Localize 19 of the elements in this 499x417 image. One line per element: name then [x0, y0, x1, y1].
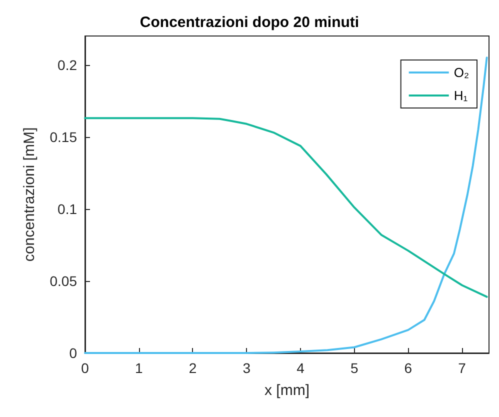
y-tick-label: 0.2: [58, 56, 78, 73]
line-series: [84, 117, 488, 298]
y-tick-label: 0: [69, 345, 78, 361]
legend-label: H₁: [454, 88, 468, 103]
x-tick-label: 6: [404, 360, 412, 376]
x-tick-label: 5: [350, 360, 358, 376]
y-tick-label: 0.15: [50, 128, 78, 145]
x-tick-label: 7: [458, 360, 466, 376]
x-tick-label: 2: [188, 360, 197, 376]
y-axis-title: concentrazioni [mM]: [21, 127, 38, 262]
x-tick-label: 0: [81, 360, 90, 376]
legend-label: O₂: [454, 65, 470, 80]
y-tick-label: 0.1: [58, 200, 78, 217]
x-tick-label: 3: [242, 360, 251, 376]
chart-title: Concentrazioni dopo 20 minuti: [140, 14, 360, 31]
x-tick-label: 1: [134, 360, 143, 376]
x-axis-title: x [mm]: [264, 382, 310, 399]
x-tick-label: 4: [296, 360, 305, 376]
y-tick-label: 0.05: [50, 272, 78, 289]
